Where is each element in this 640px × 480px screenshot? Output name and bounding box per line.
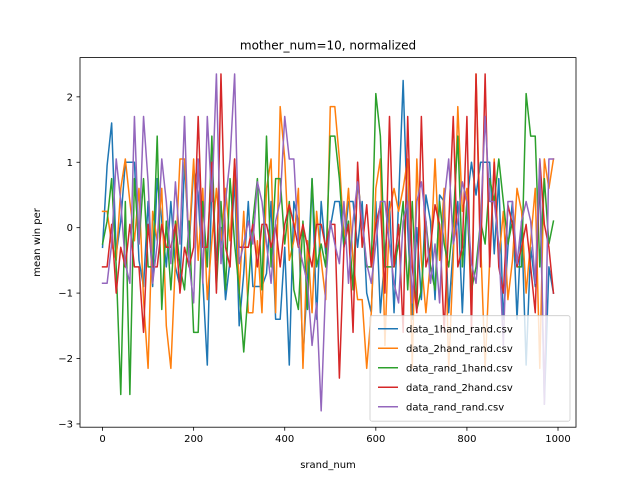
chart-title: mother_num=10, normalized bbox=[240, 39, 416, 53]
x-tick-label: 1000 bbox=[545, 434, 570, 445]
x-axis-ticks: 0 200 400 600 800 1000 bbox=[99, 427, 571, 445]
legend: data_1hand_rand.csv data_2hand_rand.csvda… bbox=[369, 315, 571, 422]
legend-label: data_rand_2hand.csv bbox=[406, 383, 513, 394]
x-tick-label: 200 bbox=[184, 434, 203, 445]
legend-label: data_2hand_rand.csv bbox=[406, 344, 513, 355]
y-axis-ticks: −3 −2 −1 0 1 2 bbox=[58, 92, 80, 430]
y-axis-label: mean win per bbox=[32, 207, 43, 277]
legend-frame bbox=[369, 315, 571, 422]
x-tick-label: 400 bbox=[275, 434, 294, 445]
legend-label: data_1hand_rand.csv bbox=[406, 325, 513, 336]
legend-label: data_rand_1hand.csv bbox=[406, 364, 513, 375]
series-line-5 bbox=[101, 73, 555, 412]
y-tick-label: 0 bbox=[67, 223, 73, 234]
y-tick-label: −3 bbox=[58, 419, 73, 430]
y-tick-label: −1 bbox=[58, 289, 73, 300]
x-tick-label: 600 bbox=[366, 434, 385, 445]
y-tick-label: 2 bbox=[67, 92, 73, 103]
x-tick-label: 800 bbox=[457, 434, 476, 445]
x-tick-label: 0 bbox=[99, 434, 105, 445]
y-tick-label: −2 bbox=[58, 354, 73, 365]
x-axis-label: srand_num bbox=[300, 460, 356, 471]
y-tick-label: 1 bbox=[67, 158, 73, 169]
legend-label: data_rand_rand.csv bbox=[406, 403, 504, 414]
series-line-4 bbox=[101, 73, 555, 379]
plot-frame bbox=[79, 57, 577, 428]
series-layer bbox=[101, 73, 555, 412]
